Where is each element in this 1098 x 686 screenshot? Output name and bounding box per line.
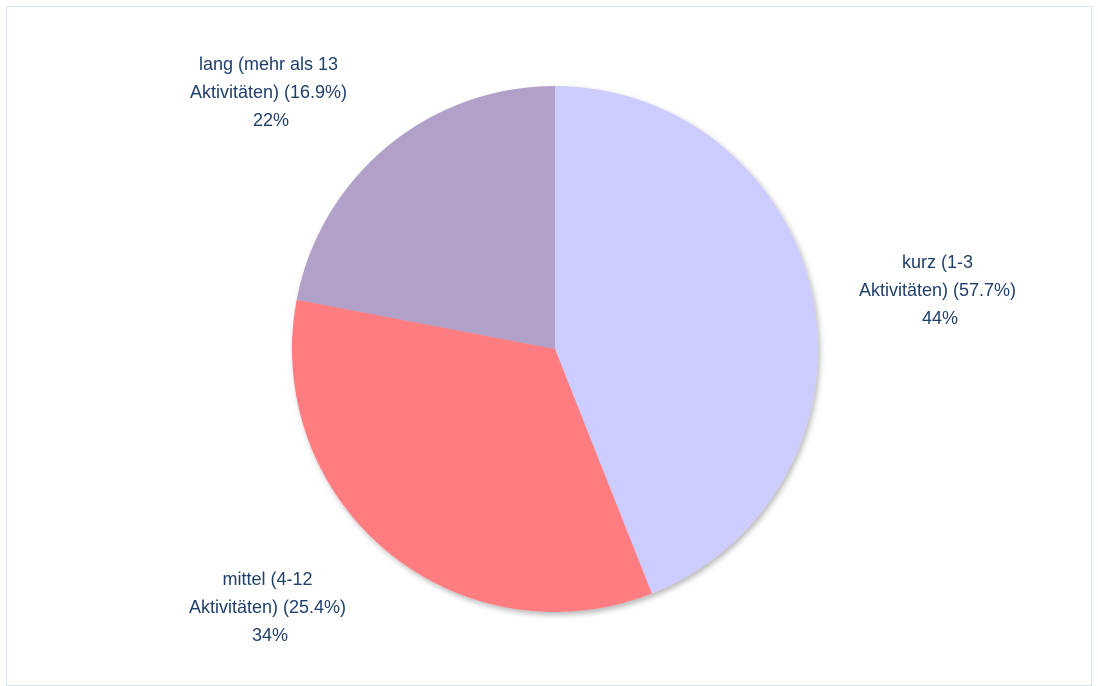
slice-label-kurz-line-1: kurz (1-3 [902, 252, 973, 272]
slice-percent-lang: 22% [253, 110, 289, 130]
slice-label-mittel-line-1: mittel (4-12 [222, 569, 312, 589]
slice-label-kurz-line-2: Aktivitäten) (57.7%) [859, 280, 1016, 300]
slice-label-lang-line-2: Aktivitäten) (16.9%) [190, 82, 347, 102]
slice-percent-kurz: 44% [922, 308, 958, 328]
pie-slice-lang [296, 86, 555, 349]
pie-slices [292, 86, 818, 612]
slice-label-lang: lang (mehr als 13 Aktivitäten) (16.9%) 2… [190, 54, 352, 130]
slice-label-kurz: kurz (1-3 Aktivitäten) (57.7%) 44% [859, 252, 1021, 328]
slice-label-lang-line-1: lang (mehr als 13 [199, 54, 338, 74]
slice-percent-mittel: 34% [252, 625, 288, 645]
slice-label-mittel: mittel (4-12 Aktivitäten) (25.4%) 34% [189, 569, 351, 645]
pie-slice-mittel [292, 299, 652, 612]
slice-label-mittel-line-2: Aktivitäten) (25.4%) [189, 597, 346, 617]
pie-slice-kurz [555, 86, 818, 594]
